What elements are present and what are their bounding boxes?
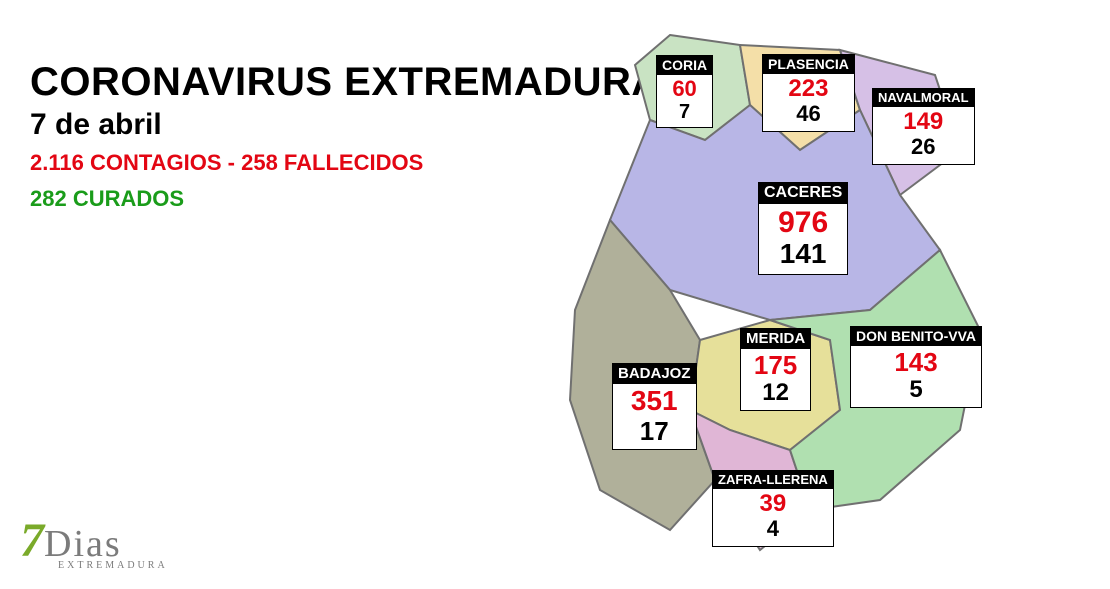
logo-subtitle: EXTREMADURA [58,560,168,571]
label-box-zafra: 394 [712,488,834,547]
label-name-zafra: ZAFRA-LLERENA [712,470,834,489]
label-deaths-badajoz: 17 [621,417,688,446]
label-box-caceres: 976141 [758,203,848,275]
label-caceres: CACERES976141 [758,182,848,275]
stats-curados: 282 CURADOS [30,186,184,212]
extremadura-map: CORIA607PLASENCIA22346NAVALMORAL14926CAC… [540,10,1050,570]
label-name-navalmoral: NAVALMORAL [872,88,975,107]
label-cases-plasencia: 223 [771,76,846,102]
label-box-badajoz: 35117 [612,383,697,450]
label-name-coria: CORIA [656,55,713,75]
label-deaths-caceres: 141 [767,239,839,270]
label-cases-coria: 60 [665,77,704,101]
source-logo: 7Dias EXTREMADURA [20,513,168,571]
label-deaths-zafra: 4 [721,517,825,541]
label-deaths-coria: 7 [665,101,704,123]
label-cases-caceres: 976 [767,206,839,239]
label-coria: CORIA607 [656,55,713,128]
label-deaths-plasencia: 46 [771,102,846,126]
label-badajoz: BADAJOZ35117 [612,363,697,450]
label-box-navalmoral: 14926 [872,106,975,165]
label-cases-badajoz: 351 [621,386,688,417]
label-cases-navalmoral: 149 [881,109,966,135]
label-name-merida: MERIDA [740,328,811,349]
label-donbenito: DON BENITO-VVA1435 [850,326,982,408]
label-plasencia: PLASENCIA22346 [762,54,855,132]
logo-dias: Dias [44,523,122,565]
label-box-plasencia: 22346 [762,73,855,132]
logo-seven: 7 [20,514,44,567]
label-cases-donbenito: 143 [859,348,973,377]
label-box-donbenito: 1435 [850,345,982,408]
label-box-merida: 17512 [740,348,811,411]
label-name-plasencia: PLASENCIA [762,54,855,74]
label-deaths-navalmoral: 26 [881,135,966,159]
label-name-badajoz: BADAJOZ [612,363,697,384]
label-navalmoral: NAVALMORAL14926 [872,88,975,165]
label-deaths-merida: 12 [749,380,802,406]
label-cases-merida: 175 [749,351,802,380]
label-name-donbenito: DON BENITO-VVA [850,326,982,346]
stats-contagios-fallecidos: 2.116 CONTAGIOS - 258 FALLECIDOS [30,150,423,176]
label-box-coria: 607 [656,74,713,128]
date-subtitle: 7 de abril [30,108,162,142]
label-cases-zafra: 39 [721,491,825,517]
label-deaths-donbenito: 5 [859,377,973,403]
label-zafra: ZAFRA-LLERENA394 [712,470,834,547]
label-name-caceres: CACERES [758,182,848,204]
label-merida: MERIDA17512 [740,328,811,411]
